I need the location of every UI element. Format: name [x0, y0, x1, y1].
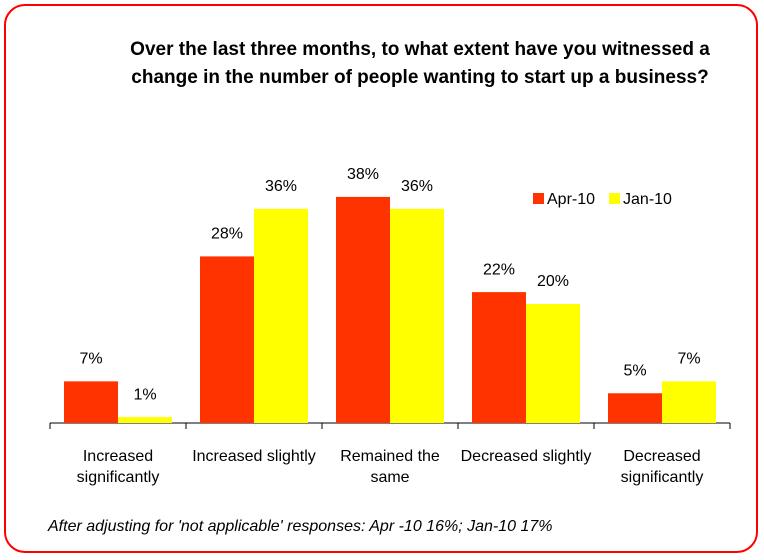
data-label: 7%: [677, 351, 700, 368]
chart-title: Over the last three months, to what exte…: [130, 39, 710, 88]
legend-swatch: [533, 193, 544, 204]
data-label: 5%: [623, 362, 646, 379]
data-label: 22%: [483, 261, 515, 278]
x-tick-label: Increased slightly: [192, 448, 316, 465]
data-label: 38%: [347, 166, 379, 183]
legend-label: Apr-10: [547, 191, 595, 208]
bar: [526, 304, 580, 423]
x-tick-label: Decreased significantly: [620, 448, 704, 486]
x-tick-label: Remained the same: [340, 448, 440, 486]
bar: [608, 393, 662, 423]
bar: [390, 208, 444, 423]
x-tick-label: Decreased slightly: [460, 448, 592, 465]
bar: [336, 196, 390, 423]
data-label: 28%: [211, 226, 243, 243]
legend-label: Jan-10: [623, 191, 672, 208]
bar: [200, 256, 254, 423]
data-label: 20%: [537, 273, 569, 290]
x-tick-label: Increased significantly: [76, 448, 160, 486]
legend-swatch: [609, 193, 621, 204]
data-label: 7%: [79, 351, 102, 368]
bar: [118, 417, 172, 423]
bar: [662, 381, 716, 423]
data-label: 36%: [265, 178, 297, 195]
bar: [64, 381, 118, 423]
data-label: 1%: [133, 386, 156, 403]
bar: [254, 208, 308, 423]
bar: [472, 292, 526, 423]
data-label: 36%: [401, 178, 433, 195]
footnote: After adjusting for 'not applicable' res…: [48, 518, 553, 535]
